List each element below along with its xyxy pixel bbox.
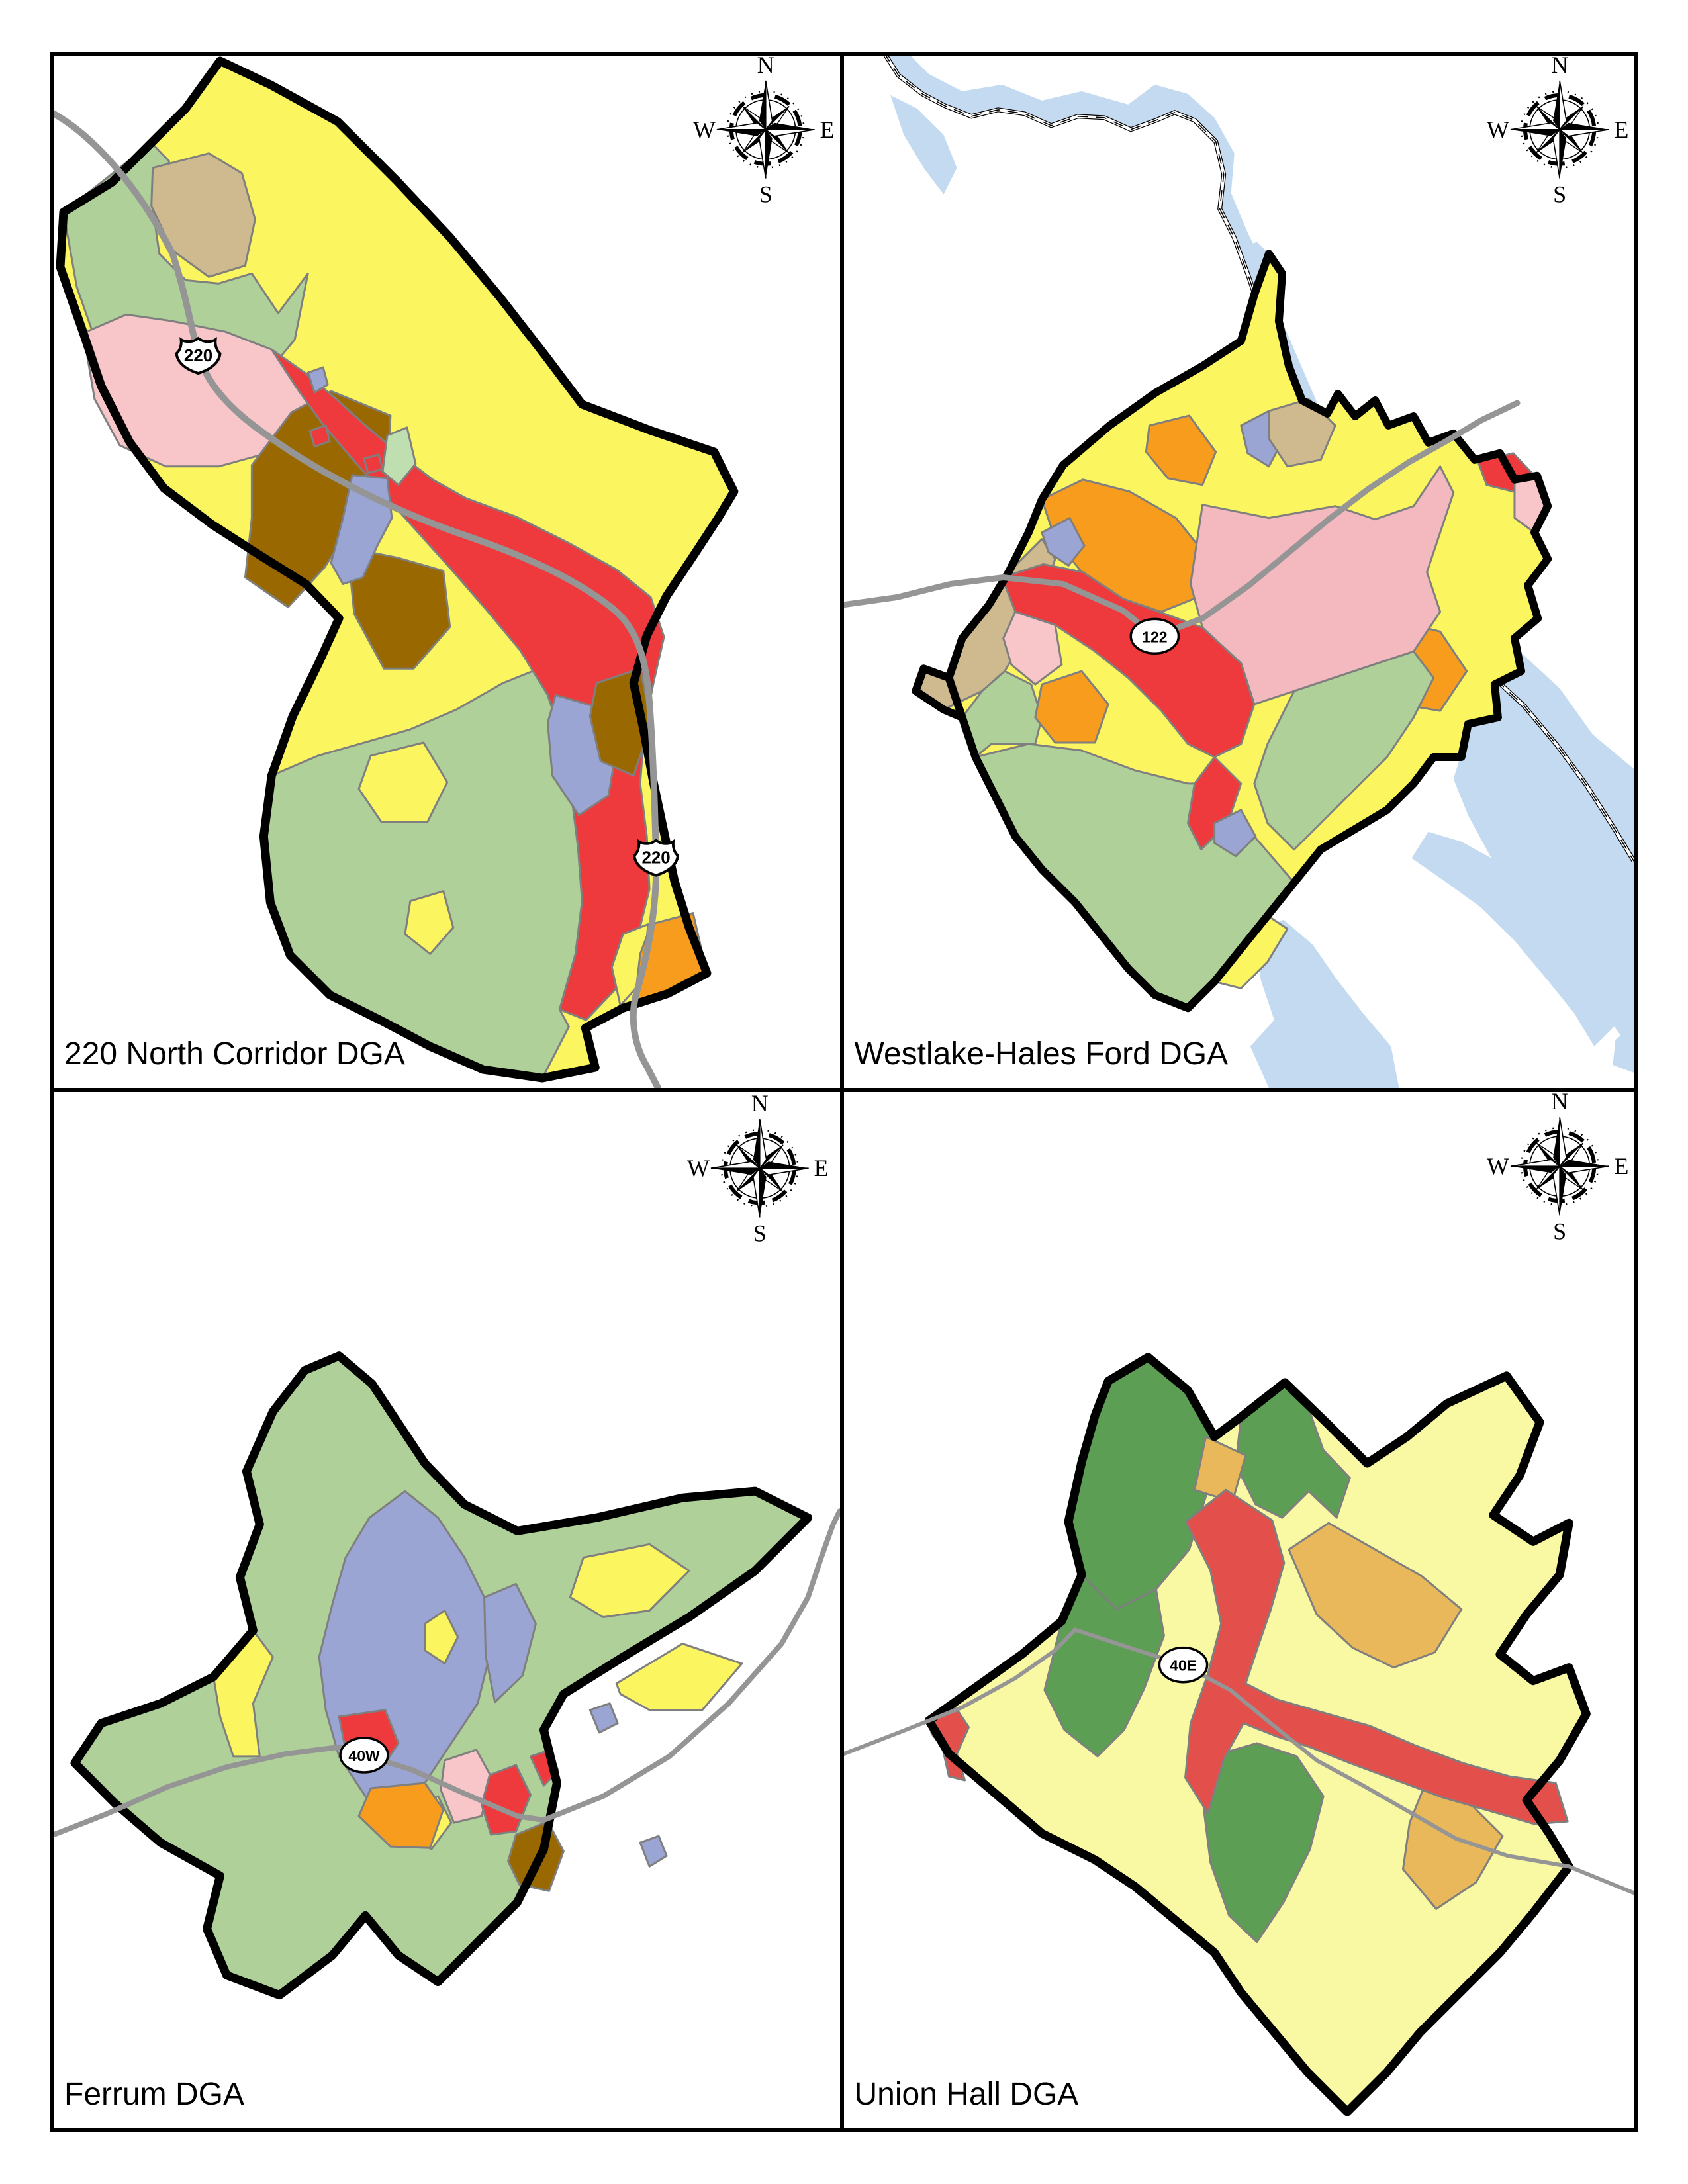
dga-boundary — [70, 1351, 813, 2000]
zoning-region — [1267, 398, 1336, 468]
zoning-region — [404, 890, 455, 955]
zoning-region — [1000, 563, 1255, 758]
road-route-40e — [843, 1627, 1634, 1895]
zoning-region — [1184, 1488, 1569, 1825]
lake-sliver — [1612, 1026, 1634, 1073]
zoning-region — [639, 1835, 668, 1868]
road-route-40w — [54, 1508, 840, 1838]
county-line-dash — [884, 56, 1634, 862]
panel-220-north-corridor: 220 220 220 North Corridor DGA — [54, 56, 844, 1092]
compass-rose-instance — [1486, 1092, 1628, 1244]
route-shield-us-220-b: 220 — [633, 839, 680, 877]
map-canvas-ferrum: 40W — [54, 1092, 840, 2000]
zoning-region — [1287, 1522, 1462, 1669]
lake-main — [1312, 582, 1634, 1054]
panel-union-hall: 40E Union Hall DGA — [843, 1092, 1634, 2128]
zoning-region — [357, 741, 449, 823]
map-canvas-220-north-corridor: 220 220 — [54, 56, 840, 1088]
zoning-region — [1145, 414, 1217, 486]
route-shield-label: 40W — [348, 1747, 379, 1764]
zoning-region — [1002, 610, 1062, 686]
zoning-region — [1252, 650, 1434, 851]
zoning-region — [1202, 1742, 1325, 1943]
zoning-region — [308, 424, 331, 448]
lake-arm — [1250, 919, 1399, 1088]
route-shield-label: 220 — [641, 849, 670, 868]
map-canvas-union-hall: 40E — [843, 1092, 1634, 2116]
dga-boundary — [911, 250, 1552, 1013]
zoning-region — [1213, 809, 1256, 858]
zoning-region — [346, 547, 451, 670]
panel-westlake-hales-ford: 122 Westlake-Hales Ford DGA — [843, 56, 1634, 1092]
road-us-220 — [54, 109, 662, 1088]
zoning-region — [615, 1643, 743, 1711]
route-shield-label: 220 — [184, 347, 212, 365]
zoning-region — [357, 1782, 445, 1849]
map-canvas-westlake-hales-ford: 122 — [843, 56, 1634, 1088]
panel-title: 220 North Corridor DGA — [64, 1036, 405, 1071]
zoning-region — [363, 453, 384, 475]
zoning-region — [483, 1582, 537, 1704]
zoning-region — [610, 923, 649, 1007]
zoning-region — [1033, 670, 1109, 744]
zoning-region — [588, 1702, 619, 1734]
zoning-region — [1040, 517, 1086, 567]
road-route-122 — [843, 400, 1520, 639]
panel-ferrum: 40W Ferrum DGA — [54, 1092, 844, 2128]
route-shield-label: 40E — [1169, 1657, 1196, 1674]
dga-region-layer — [74, 1355, 808, 1995]
route-shield-40w: 40W — [339, 1737, 389, 1774]
zoning-region — [306, 366, 329, 394]
dga-boundary — [56, 56, 739, 1083]
compass-rose-instance — [1486, 56, 1628, 208]
map-sheet: 220 220 220 North Corridor DGA — [50, 52, 1638, 2132]
dga-region-layer — [927, 1356, 1586, 2112]
dga-region-layer — [914, 253, 1549, 1009]
panel-title: Westlake-Hales Ford DGA — [854, 1036, 1229, 1071]
route-shield-us-220-a: 220 — [175, 337, 222, 375]
compass-rose-instance — [687, 1092, 829, 1246]
zoning-region — [150, 152, 256, 278]
route-shield-40e: 40E — [1158, 1646, 1208, 1684]
zoning-region — [424, 1609, 459, 1665]
zoning-region — [569, 1543, 690, 1619]
zoning-region — [381, 426, 417, 486]
zoning-region — [1401, 1788, 1503, 1910]
zoning-region — [1043, 1574, 1165, 1758]
dga-region-layer — [60, 60, 734, 1079]
compass-rose-instance — [693, 56, 835, 208]
lake-pond — [890, 95, 957, 195]
route-shield-122: 122 — [1129, 617, 1180, 655]
panel-title: Union Hall DGA — [854, 2077, 1079, 2112]
panel-title: Ferrum DGA — [64, 2077, 245, 2112]
route-shield-label: 122 — [1142, 628, 1167, 645]
zoning-region — [440, 1749, 492, 1824]
